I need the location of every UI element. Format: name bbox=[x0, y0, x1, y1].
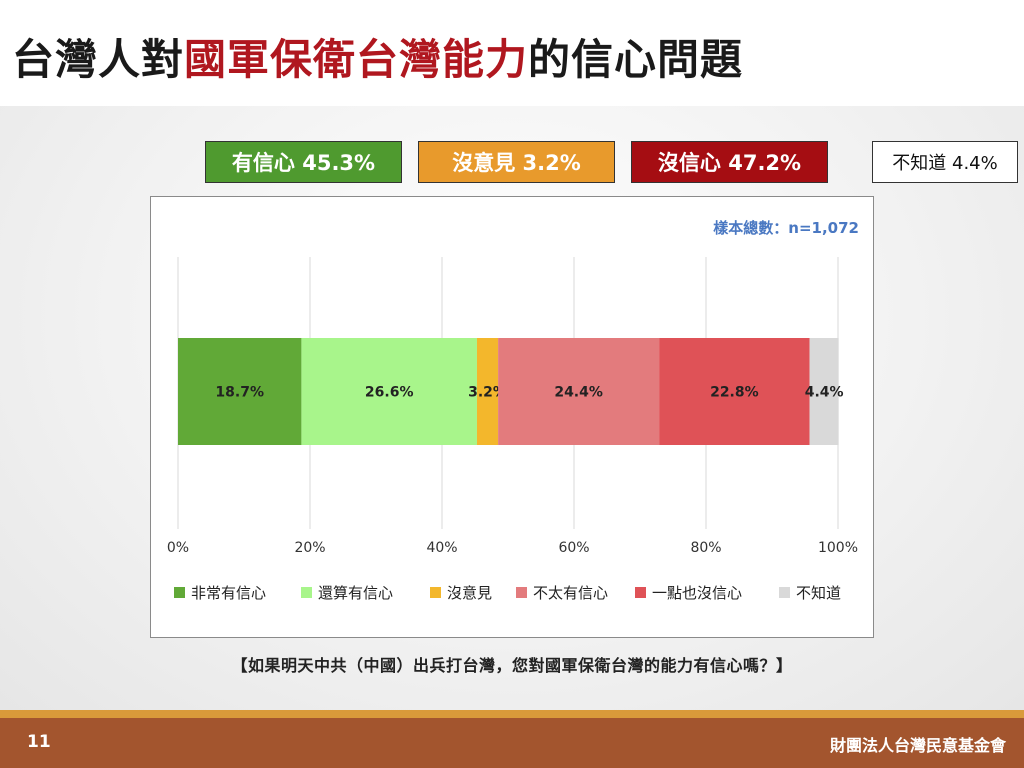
bar-segment bbox=[476, 338, 499, 445]
chart-panel: 樣本總數：n=1,072 0% 20% 40% 60% 80% 100% 18.7% 26.6%… bbox=[150, 196, 874, 638]
legend-swatch bbox=[430, 587, 441, 598]
title-prefix: 台灣人對 bbox=[12, 35, 185, 84]
title-bar: 台灣人對國軍保衛台灣能力的信心問題 bbox=[0, 0, 1024, 106]
x-tick-label: 0% bbox=[167, 540, 189, 556]
title-suffix: 的信心問題 bbox=[528, 35, 744, 84]
legend-label: 不知道 bbox=[796, 584, 841, 602]
footer: 11 財團法人台灣民意基金會 bbox=[0, 718, 1024, 768]
legend-label: 非常有信心 bbox=[191, 584, 266, 602]
data-label: 3.2% bbox=[468, 385, 507, 401]
legend-swatch bbox=[301, 587, 312, 598]
organization-name: 財團法人台灣民意基金會 bbox=[829, 736, 1006, 755]
survey-question: 【如果明天中共（中國）出兵打台灣，您對國軍保衛台灣的能力有信心嗎？】 bbox=[231, 656, 793, 675]
data-label: 24.4% bbox=[554, 385, 603, 401]
title-highlight: 國軍保衛台灣能力 bbox=[184, 35, 529, 84]
summary-unknown: 不知道 4.4% bbox=[872, 141, 1018, 183]
legend-label: 一點也沒信心 bbox=[652, 584, 742, 602]
legend-swatch bbox=[516, 587, 527, 598]
summary-confident: 有信心 45.3% bbox=[205, 141, 402, 183]
legend-swatch bbox=[635, 587, 646, 598]
bar-segment bbox=[809, 338, 839, 445]
bar-segment bbox=[301, 338, 477, 445]
data-label: 22.8% bbox=[710, 385, 759, 401]
footer-stripe bbox=[0, 710, 1024, 718]
x-tick-label: 60% bbox=[558, 540, 589, 556]
data-label: 4.4% bbox=[805, 385, 844, 401]
stacked-bar-chart: 樣本總數：n=1,072 0% 20% 40% 60% 80% 100% 18.7% 26.6%… bbox=[167, 219, 859, 602]
page-title: 台灣人對國軍保衛台灣能力的信心問題 bbox=[12, 26, 743, 87]
bar-segment bbox=[178, 338, 302, 445]
summary-no-opinion: 沒意見 3.2% bbox=[418, 141, 615, 183]
legend-swatch bbox=[174, 587, 185, 598]
legend-label: 沒意見 bbox=[447, 584, 492, 602]
summary-not-confident: 沒信心 47.2% bbox=[631, 141, 828, 183]
data-label: 18.7% bbox=[215, 385, 264, 401]
legend-label: 還算有信心 bbox=[318, 584, 393, 602]
x-tick-label: 40% bbox=[426, 540, 457, 556]
page-number: 11 bbox=[27, 732, 51, 752]
x-tick-label: 100% bbox=[818, 540, 858, 556]
legend-label: 不太有信心 bbox=[533, 584, 608, 602]
bar-segment bbox=[659, 338, 810, 445]
bar-segment bbox=[498, 338, 660, 445]
legend-swatch bbox=[779, 587, 790, 598]
sample-size-note: 樣本總數：n=1,072 bbox=[713, 219, 859, 237]
x-tick-label: 80% bbox=[690, 540, 721, 556]
x-tick-label: 20% bbox=[294, 540, 325, 556]
data-label: 26.6% bbox=[365, 385, 414, 401]
